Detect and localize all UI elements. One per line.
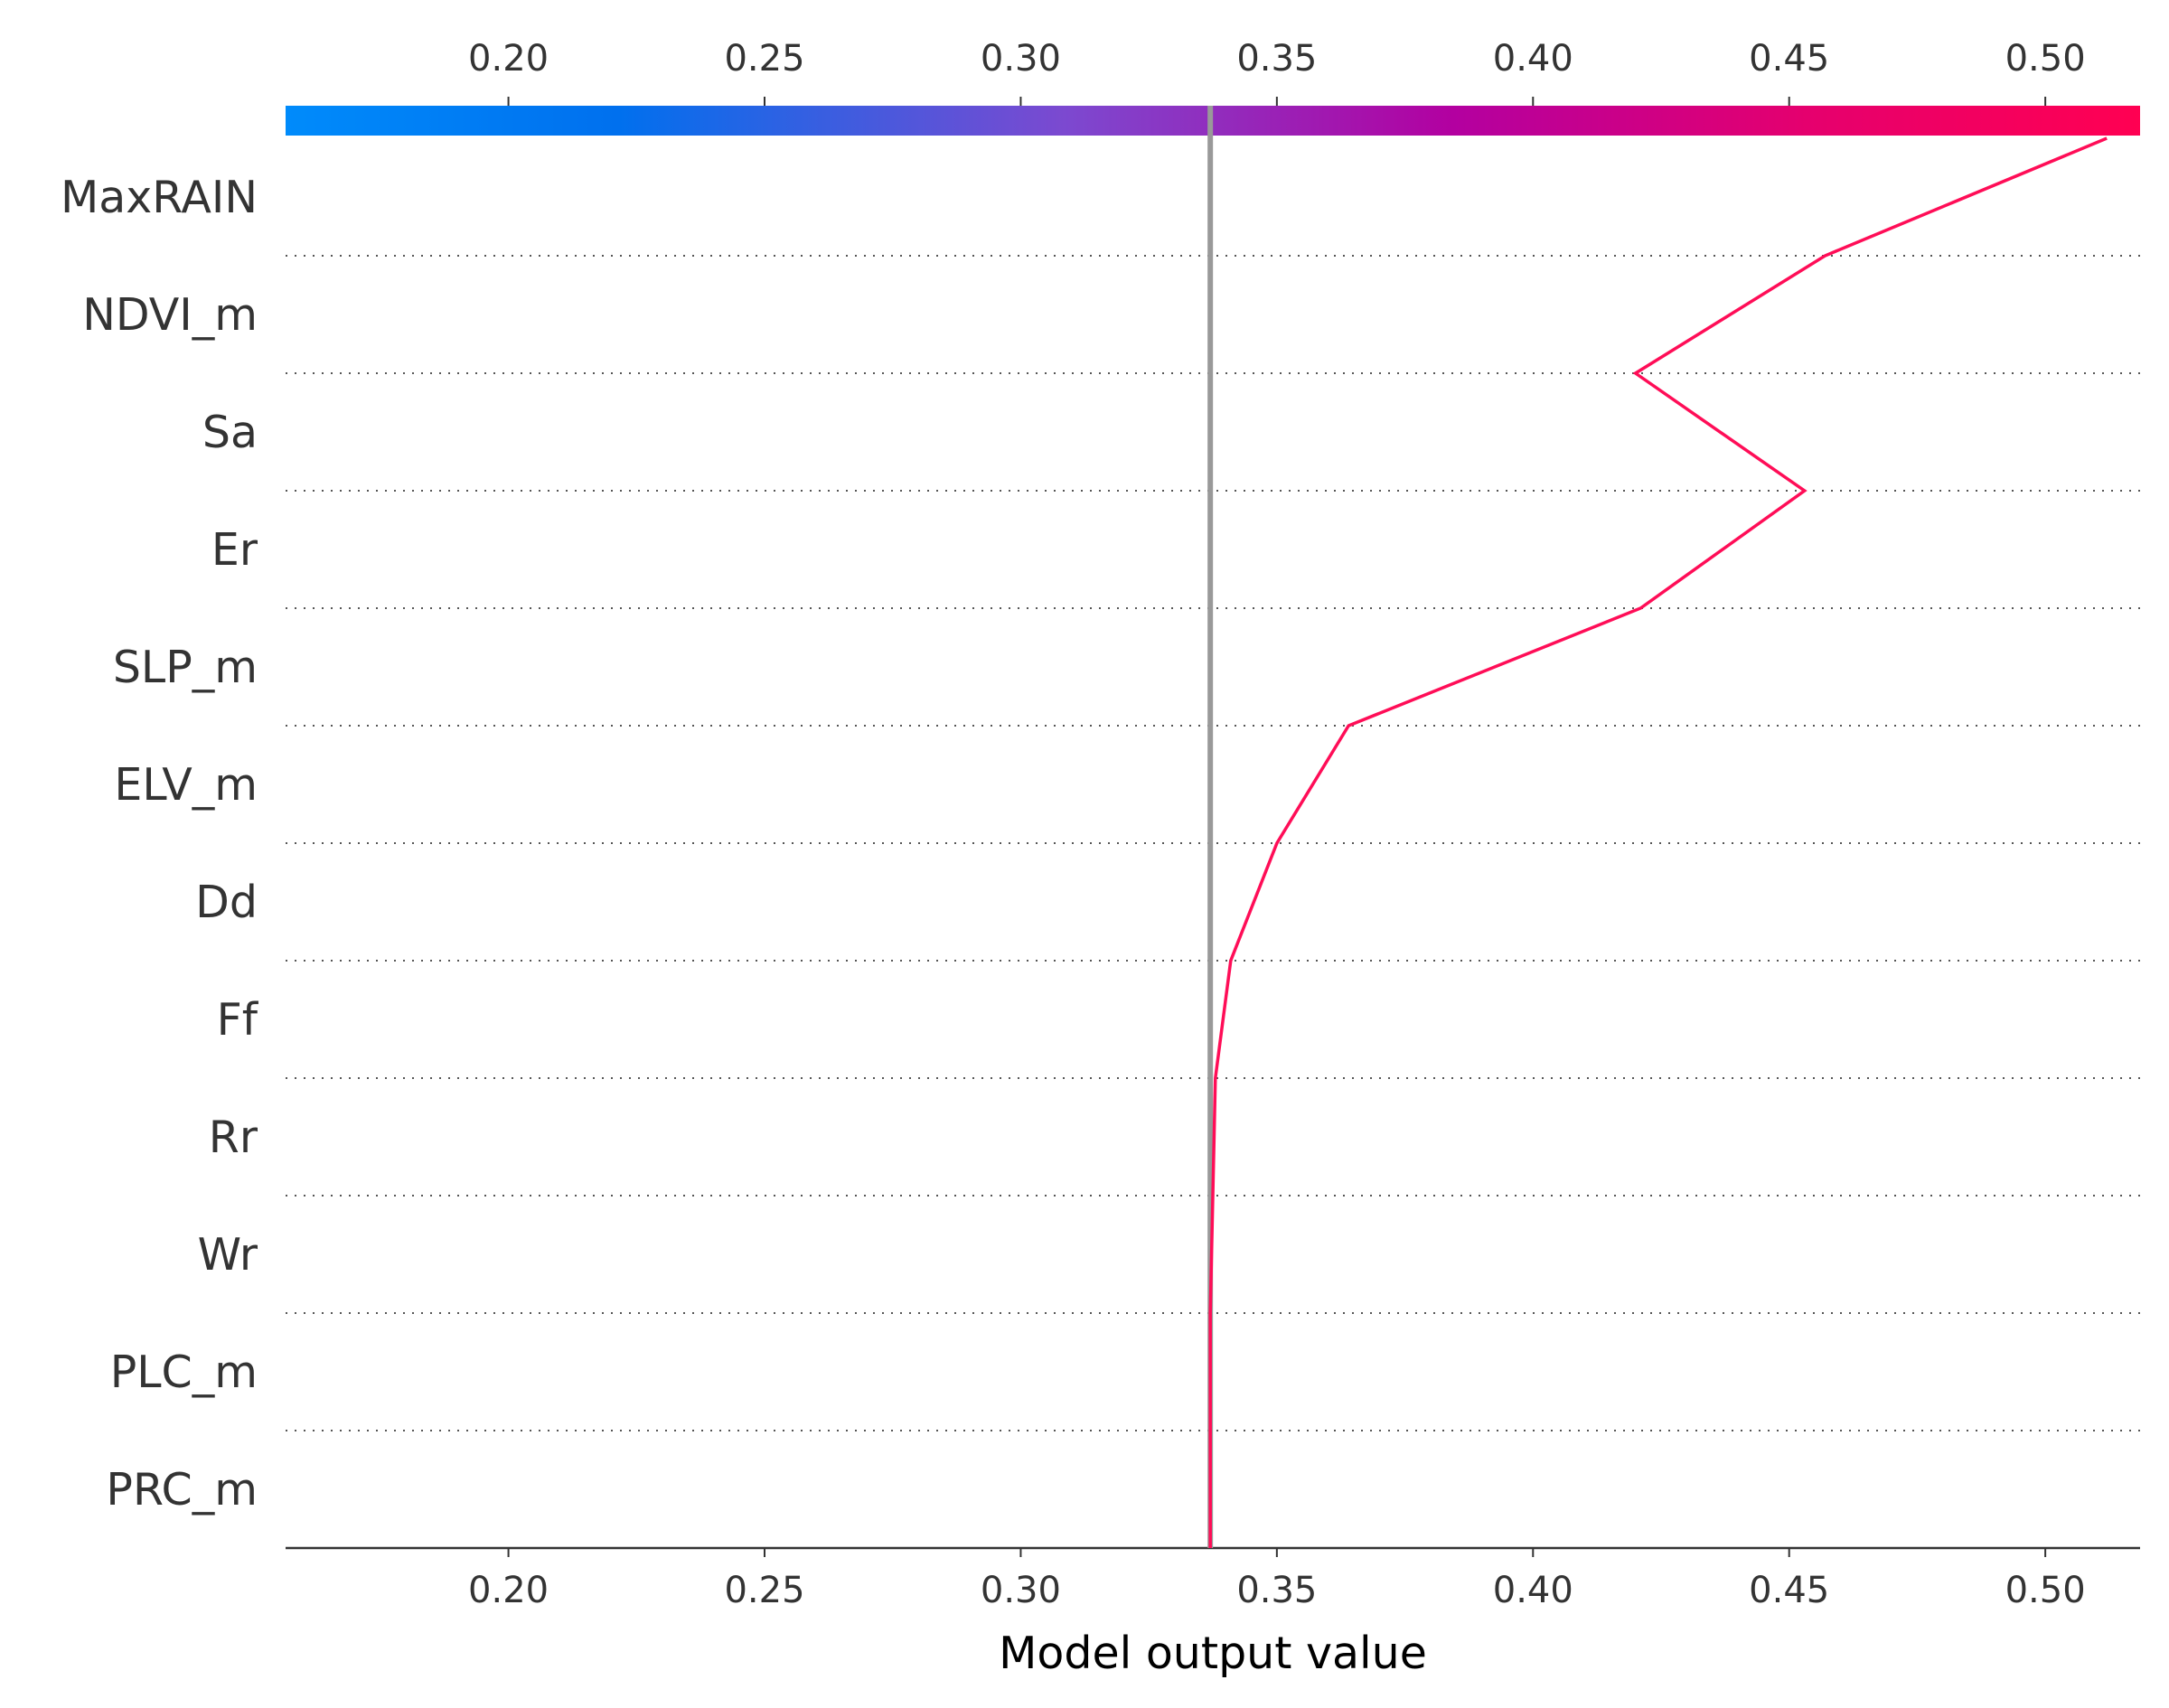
- top-tick-label: 0.50: [2005, 38, 2086, 80]
- x-axis-title: Model output value: [999, 1628, 1427, 1679]
- top-tick-label: 0.25: [724, 38, 804, 80]
- feature-label: MaxRAIN: [61, 172, 258, 223]
- bottom-tick-label: 0.20: [468, 1570, 549, 1611]
- bottom-axis: 0.20 0.25 0.30 0.35 0.40 0.45 0.50: [286, 1546, 2140, 1611]
- feature-label: Dd: [195, 877, 258, 928]
- feature-label: Sa: [202, 407, 258, 458]
- feature-label: PRC_m: [106, 1464, 258, 1516]
- feature-label: Ff: [217, 994, 259, 1046]
- feature-label: NDVI_m: [82, 289, 258, 341]
- bottom-tick-label: 0.45: [1749, 1570, 1829, 1611]
- bottom-tick-label: 0.30: [981, 1570, 1061, 1611]
- feature-label: Wr: [198, 1229, 258, 1281]
- decision-path-line: [1208, 136, 2108, 1548]
- top-tick-label: 0.30: [981, 38, 1061, 80]
- feature-label: Er: [211, 524, 258, 576]
- feature-label: ELV_m: [114, 759, 258, 811]
- top-tick-label: 0.40: [1493, 38, 1573, 80]
- feature-label: Rr: [209, 1112, 258, 1163]
- top-tick-label: 0.35: [1236, 38, 1317, 80]
- bottom-tick-label: 0.35: [1236, 1570, 1317, 1611]
- bottom-tick-label: 0.50: [2005, 1570, 2086, 1611]
- feature-labels: MaxRAIN NDVI_m Sa Er SLP_m ELV_m Dd Ff Rr Wr PLC_m…: [61, 172, 259, 1516]
- top-tick-label: 0.20: [468, 38, 549, 80]
- grid-lines: [286, 255, 2140, 1431]
- top-axis: 0.20 0.25 0.30 0.35 0.40 0.45 0.50: [468, 38, 2086, 106]
- bottom-tick-label: 0.25: [724, 1570, 804, 1611]
- feature-label: SLP_m: [113, 642, 258, 693]
- feature-label: PLC_m: [110, 1347, 258, 1398]
- bottom-tick-label: 0.40: [1493, 1570, 1573, 1611]
- top-tick-label: 0.45: [1749, 38, 1829, 80]
